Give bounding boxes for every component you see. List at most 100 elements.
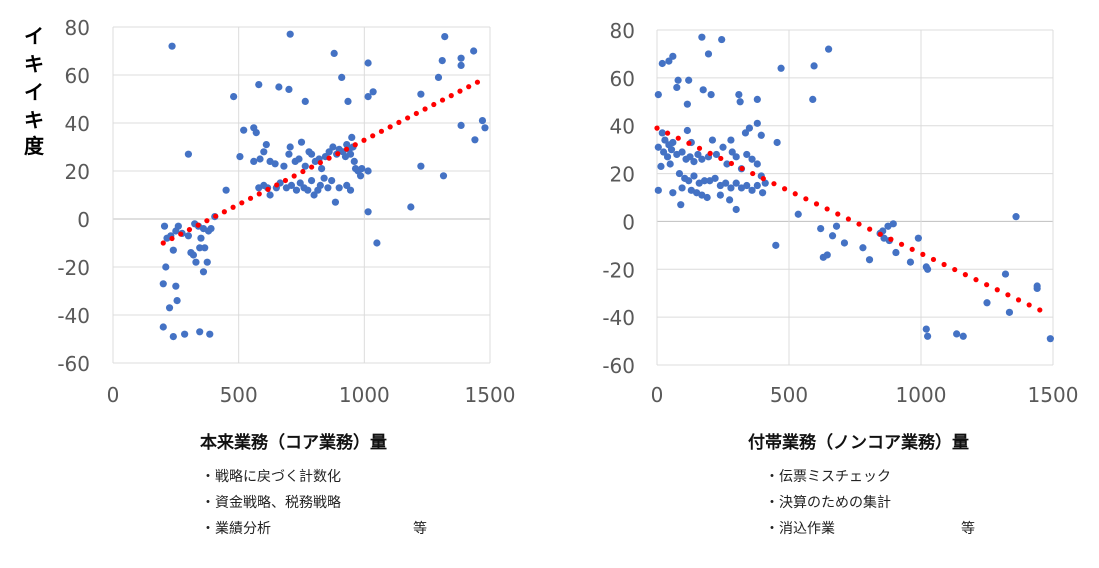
note-right-item: ・決算のための集計: [765, 495, 891, 511]
x-tick-label: 1500: [1028, 383, 1079, 407]
trendline-dot: [962, 272, 968, 278]
trendline-dot: [431, 101, 437, 108]
data-point: [716, 191, 724, 199]
trendline-dot: [457, 88, 463, 94]
data-point: [732, 205, 740, 214]
data-point: [914, 234, 922, 242]
y-tick-label: 80: [610, 19, 635, 43]
data-point: [654, 143, 662, 151]
data-point: [667, 146, 676, 154]
trendline-dot: [845, 216, 852, 222]
data-point: [457, 54, 465, 62]
data-point: [735, 91, 743, 99]
y-tick-label: -60: [602, 354, 635, 378]
data-point: [417, 90, 425, 98]
data-point: [906, 258, 915, 266]
data-point: [407, 203, 415, 211]
data-point: [828, 232, 837, 240]
y-tick-label: 60: [65, 64, 90, 88]
trendline-dot: [1037, 307, 1043, 313]
data-point: [1005, 308, 1014, 316]
data-point: [457, 121, 465, 129]
data-point: [329, 143, 337, 151]
trendline-dot: [718, 155, 724, 162]
data-point: [777, 64, 785, 72]
trendline-dot: [835, 211, 841, 217]
y-axis-label-char: 度: [24, 134, 44, 158]
trendline-dot: [413, 110, 419, 117]
data-point: [719, 143, 727, 151]
note-left-etc: 等: [413, 521, 427, 537]
data-point: [660, 148, 668, 156]
trendline-dot: [439, 97, 446, 103]
trendline-dot: [1005, 292, 1011, 298]
trendline-dot: [186, 227, 193, 233]
trendline-dot: [750, 170, 756, 177]
data-point: [669, 52, 677, 60]
data-point: [700, 177, 709, 185]
data-point: [686, 153, 694, 161]
data-point: [192, 258, 200, 266]
data-point: [809, 95, 817, 103]
data-point: [825, 45, 833, 53]
note-left-item: ・資金戦略、税務戦略: [201, 495, 341, 511]
data-point: [181, 330, 189, 338]
trendline-dot: [370, 133, 376, 139]
data-point: [654, 91, 662, 99]
trendline-dot: [760, 176, 766, 182]
data-point: [723, 160, 731, 168]
trendline-dot: [654, 125, 660, 131]
data-point: [727, 184, 735, 192]
data-point: [732, 153, 740, 161]
data-point: [285, 150, 293, 158]
trendline-dot: [952, 266, 958, 273]
trendline-dot: [877, 231, 883, 237]
data-point: [666, 160, 674, 168]
trendline-dot: [739, 165, 745, 172]
trendline-dot: [696, 145, 703, 151]
data-point: [286, 30, 294, 38]
data-point: [471, 136, 479, 144]
data-point: [295, 155, 303, 163]
data-point: [346, 150, 355, 158]
trendline-dot: [707, 150, 713, 156]
trendline-dot: [1026, 302, 1032, 308]
data-point: [478, 117, 487, 125]
y-tick-label: -20: [57, 256, 90, 280]
data-point: [663, 153, 672, 161]
data-point: [794, 210, 802, 218]
data-point: [348, 133, 356, 141]
data-point: [434, 73, 443, 81]
trendline-dot: [1015, 297, 1022, 303]
data-point: [330, 49, 338, 58]
data-point: [953, 330, 961, 338]
trendline-dot: [920, 251, 926, 257]
trendline-dot: [888, 236, 894, 242]
data-point: [743, 181, 751, 190]
x-tick-label: 0: [107, 383, 120, 407]
x-tick-label: 500: [220, 383, 258, 407]
data-point: [457, 61, 465, 69]
trendline-dot: [824, 206, 830, 212]
data-point: [743, 150, 751, 159]
data-point: [736, 98, 744, 106]
data-point: [255, 81, 263, 89]
trendline-dot: [941, 261, 947, 268]
data-point: [773, 138, 781, 147]
data-point: [674, 76, 682, 84]
data-point: [199, 268, 208, 276]
data-point: [772, 241, 780, 249]
data-point: [174, 222, 182, 230]
data-point: [753, 95, 761, 103]
x-tick-label: 0: [651, 383, 664, 407]
data-point: [959, 332, 967, 340]
data-point: [704, 50, 713, 58]
data-point: [470, 47, 478, 55]
trendline-dot: [396, 119, 402, 125]
trendline-dot: [867, 226, 873, 232]
trendline-dot: [792, 191, 798, 197]
trendline-dot: [686, 140, 692, 146]
data-point: [683, 100, 691, 108]
trendline-dot: [265, 186, 271, 192]
